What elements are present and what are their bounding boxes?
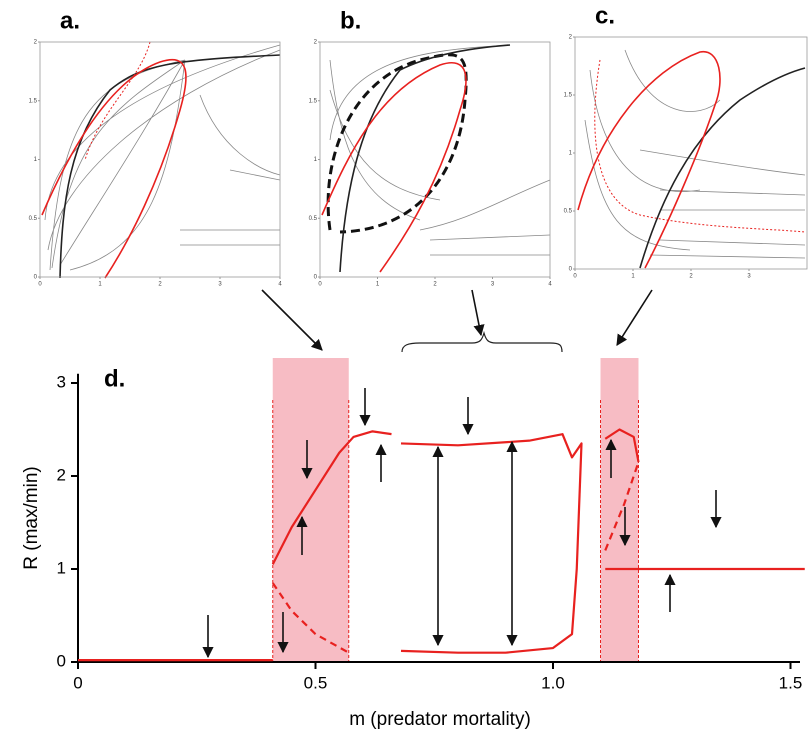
x-tick-label: 0 [73, 673, 82, 692]
y-tick-label: 2 [314, 40, 318, 46]
flow-arrows [202, 388, 722, 659]
phase-frame [319, 41, 551, 278]
x-tick-label: 0 [573, 274, 577, 280]
panel-label: c. [595, 2, 615, 29]
y-tick-label: 0.5 [564, 209, 573, 215]
y-tick-label: 0.5 [29, 216, 38, 222]
y-tick-label: 2 [569, 35, 573, 41]
x-tick-label: 2 [689, 274, 693, 280]
y-tick-label: 0 [569, 267, 573, 273]
y-tick-label: 2 [57, 465, 66, 484]
y-tick-label: 0 [34, 275, 38, 281]
x-tick-label: 1 [631, 274, 635, 280]
x-tick-label: 1.5 [779, 673, 803, 692]
y-tick-label: 1 [314, 157, 318, 163]
phase-c-drawing [577, 49, 806, 269]
y-axis-label: R (max/min) [21, 466, 42, 569]
y-tick-label: 1.5 [309, 98, 318, 104]
x-tick-label: 4 [278, 282, 282, 288]
x-tick-label: 4 [548, 282, 552, 288]
y-tick-label: 2 [34, 40, 38, 46]
x-tick-label: 0.5 [304, 673, 328, 692]
x-tick-label: 3 [747, 274, 751, 280]
branch-line [604, 428, 640, 463]
branch-line [604, 461, 640, 551]
x-tick-label: 1.0 [541, 673, 565, 692]
phase-b-drawing [321, 44, 551, 273]
bistable-band [600, 358, 639, 662]
y-tick-label: 0 [57, 651, 66, 670]
y-tick-label: 1 [569, 151, 573, 157]
x-tick-label: 1 [376, 282, 380, 288]
panel-label: d. [104, 365, 125, 392]
panel-label: a. [60, 7, 80, 34]
phase-a-drawing [41, 41, 281, 279]
y-tick-label: 1.5 [564, 93, 573, 99]
y-tick-label: 1 [57, 558, 66, 577]
bistable-band [272, 358, 349, 662]
y-tick-label: 0.5 [309, 216, 318, 222]
branch-line [271, 430, 392, 565]
x-tick-label: 2 [433, 282, 437, 288]
x-tick-label: 0 [38, 282, 42, 288]
x-axis-label: m (predator mortality) [349, 709, 531, 730]
panel-label: b. [340, 7, 361, 34]
y-tick-label: 0 [314, 275, 318, 281]
y-tick-label: 1 [34, 157, 38, 163]
x-tick-label: 3 [218, 282, 222, 288]
x-tick-label: 2 [158, 282, 162, 288]
branch-line [400, 433, 583, 654]
x-tick-label: 0 [318, 282, 322, 288]
x-tick-label: 3 [491, 282, 495, 288]
x-tick-label: 1 [98, 282, 102, 288]
y-tick-label: 3 [57, 372, 66, 391]
y-tick-label: 1.5 [29, 98, 38, 104]
branch-line [271, 582, 350, 654]
connectors [261, 289, 653, 353]
